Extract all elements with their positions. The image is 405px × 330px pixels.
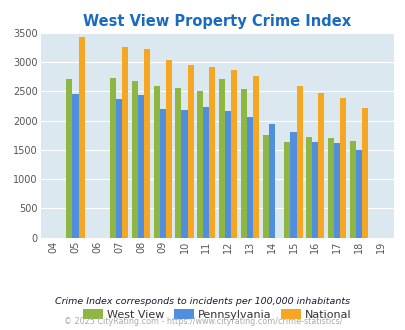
Bar — [197, 91, 203, 238]
Bar — [131, 81, 138, 238]
Bar — [165, 60, 171, 238]
Text: © 2025 CityRating.com - https://www.cityrating.com/crime-statistics/: © 2025 CityRating.com - https://www.city… — [64, 317, 341, 326]
Bar — [78, 37, 84, 238]
Bar — [296, 86, 302, 238]
Bar — [339, 98, 345, 238]
Bar — [153, 85, 159, 238]
Bar — [361, 109, 367, 238]
Bar — [252, 76, 258, 238]
Bar — [116, 99, 122, 238]
Bar — [290, 132, 296, 238]
Bar — [355, 150, 361, 238]
Bar — [246, 117, 252, 238]
Bar — [181, 110, 187, 238]
Bar — [268, 124, 274, 238]
Bar — [175, 88, 181, 238]
Bar — [144, 50, 150, 238]
Text: Crime Index corresponds to incidents per 100,000 inhabitants: Crime Index corresponds to incidents per… — [55, 297, 350, 307]
Bar — [284, 142, 290, 238]
Legend: West View, Pennsylvania, National: West View, Pennsylvania, National — [78, 305, 355, 324]
Bar — [333, 143, 339, 238]
Bar — [203, 107, 209, 238]
Bar — [318, 93, 324, 238]
Bar — [327, 138, 333, 238]
Bar — [159, 109, 165, 238]
Bar — [209, 67, 215, 238]
Bar — [240, 89, 246, 238]
Bar — [218, 79, 224, 238]
Bar — [305, 137, 311, 238]
Bar — [66, 79, 72, 238]
Bar — [138, 95, 144, 238]
Bar — [72, 94, 78, 238]
Bar — [349, 141, 355, 238]
Bar — [262, 135, 268, 238]
Title: West View Property Crime Index: West View Property Crime Index — [83, 14, 350, 29]
Bar — [230, 70, 237, 238]
Bar — [187, 65, 193, 238]
Bar — [311, 142, 318, 238]
Bar — [110, 78, 116, 238]
Bar — [122, 47, 128, 238]
Bar — [224, 111, 230, 238]
